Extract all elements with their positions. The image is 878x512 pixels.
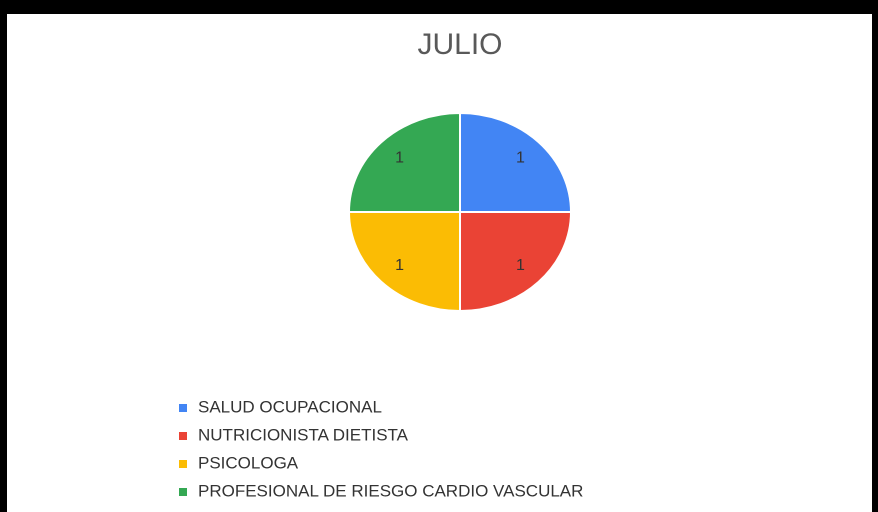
legend-label: PSICOLOGA <box>198 453 299 472</box>
legend-label: SALUD OCUPACIONAL <box>198 397 382 416</box>
data-label: 1 <box>516 149 525 166</box>
data-label: 1 <box>395 257 404 274</box>
data-label: 1 <box>516 257 525 274</box>
legend-swatch <box>179 404 187 412</box>
legend-label: PROFESIONAL DE RIESGO CARDIO VASCULAR <box>198 481 583 500</box>
legend-swatch <box>179 432 187 440</box>
pie-slice <box>459 111 573 213</box>
pie-slice <box>347 211 461 313</box>
data-label: 1 <box>395 149 404 166</box>
pie-slice <box>459 211 573 313</box>
chart-title: JULIO <box>417 28 502 61</box>
legend-swatch <box>179 460 187 468</box>
pie-slice <box>347 111 461 213</box>
legend-label: NUTRICIONISTA DIETISTA <box>198 425 409 444</box>
legend-swatch <box>179 488 187 496</box>
